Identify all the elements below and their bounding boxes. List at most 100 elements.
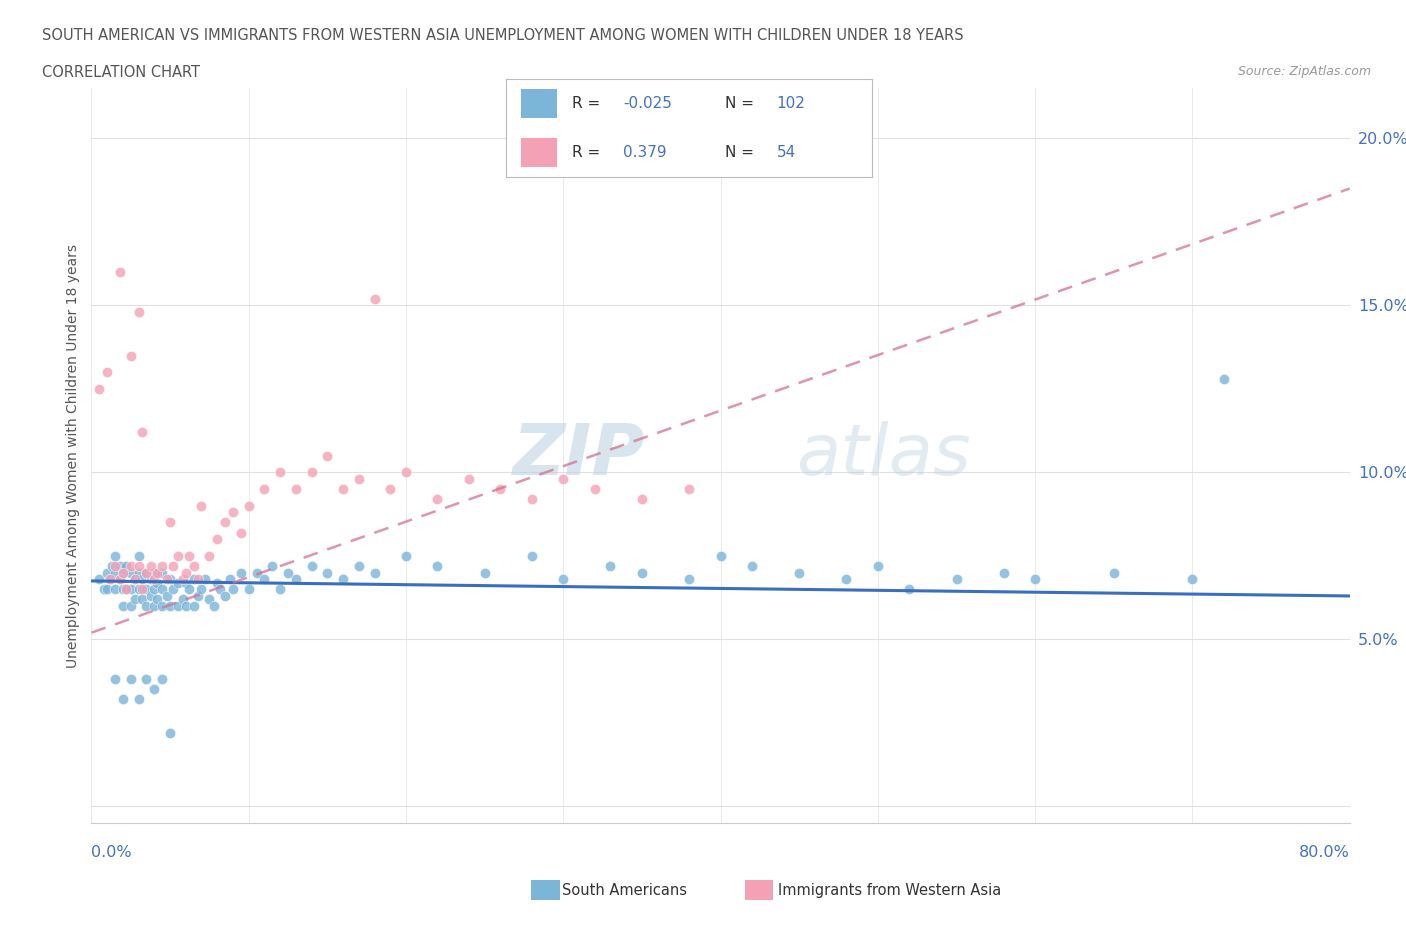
Point: [124, 572, 146, 587]
Text: 0.0%: 0.0%: [91, 845, 132, 860]
Point: [1102, 565, 1125, 580]
Point: [898, 582, 921, 597]
Point: [141, 558, 163, 573]
Point: [194, 572, 217, 587]
Point: [316, 448, 339, 463]
Point: [124, 572, 146, 587]
Point: [172, 591, 194, 606]
Point: [741, 558, 763, 573]
Text: -0.025: -0.025: [623, 96, 672, 111]
Point: [301, 558, 323, 573]
Point: [993, 565, 1015, 580]
Point: [553, 572, 575, 587]
Point: [167, 575, 190, 590]
Point: [115, 582, 138, 597]
Point: [457, 472, 479, 486]
Point: [229, 565, 252, 580]
Point: [332, 572, 354, 587]
Point: [111, 565, 134, 580]
Point: [238, 582, 260, 597]
Point: [380, 482, 402, 497]
Point: [120, 348, 142, 363]
Point: [277, 565, 299, 580]
Text: 80.0%: 80.0%: [1299, 845, 1350, 860]
Point: [174, 599, 197, 614]
Point: [120, 565, 142, 580]
Point: [120, 672, 142, 687]
Point: [131, 582, 153, 597]
Point: [143, 572, 166, 587]
Point: [426, 558, 449, 573]
Point: [143, 582, 166, 597]
Point: [253, 482, 276, 497]
Point: [866, 558, 889, 573]
Point: [162, 558, 184, 573]
Point: [238, 498, 260, 513]
Point: [245, 565, 267, 580]
Point: [284, 572, 307, 587]
Point: [111, 599, 134, 614]
Point: [1212, 371, 1236, 386]
Text: N =: N =: [725, 145, 755, 160]
Point: [835, 572, 858, 587]
Y-axis label: Unemployment Among Women with Children Under 18 years: Unemployment Among Women with Children U…: [66, 244, 80, 668]
Point: [141, 589, 163, 604]
Point: [159, 572, 181, 587]
Point: [131, 591, 153, 606]
Point: [96, 582, 118, 597]
Point: [301, 465, 323, 480]
Point: [108, 265, 131, 280]
Point: [177, 549, 200, 564]
Point: [198, 549, 221, 564]
Point: [174, 575, 197, 590]
Point: [1024, 572, 1046, 587]
Point: [159, 515, 181, 530]
Point: [214, 589, 236, 604]
Point: [150, 672, 173, 687]
Point: [143, 565, 166, 580]
Point: [183, 572, 205, 587]
Point: [167, 549, 190, 564]
Point: [945, 572, 967, 587]
Point: [128, 692, 150, 707]
Point: [104, 549, 127, 564]
Point: [284, 482, 307, 497]
Text: CORRELATION CHART: CORRELATION CHART: [42, 65, 200, 80]
Point: [214, 515, 236, 530]
Point: [269, 582, 291, 597]
Point: [128, 549, 150, 564]
Text: South Americans: South Americans: [562, 883, 688, 897]
Point: [98, 572, 121, 587]
Point: [120, 582, 142, 597]
Point: [111, 692, 134, 707]
Point: [128, 565, 150, 580]
Point: [96, 365, 118, 379]
Point: [111, 582, 134, 597]
Point: [104, 558, 127, 573]
Point: [553, 472, 575, 486]
Point: [269, 465, 291, 480]
Point: [120, 558, 142, 573]
Point: [128, 558, 150, 573]
Point: [209, 582, 232, 597]
Point: [101, 558, 124, 573]
Point: [183, 599, 205, 614]
Point: [115, 582, 138, 597]
Point: [190, 582, 212, 597]
Point: [1181, 572, 1204, 587]
Point: [135, 582, 157, 597]
Point: [128, 582, 150, 597]
Point: [631, 492, 654, 507]
Point: [150, 558, 173, 573]
Point: [146, 565, 169, 580]
Point: [128, 305, 150, 320]
Point: [631, 565, 654, 580]
Point: [135, 672, 157, 687]
Point: [262, 558, 284, 573]
Point: [135, 565, 157, 580]
Point: [111, 565, 134, 580]
Point: [395, 549, 418, 564]
Text: ZIP: ZIP: [513, 421, 645, 490]
Point: [205, 532, 228, 547]
Point: [143, 682, 166, 697]
